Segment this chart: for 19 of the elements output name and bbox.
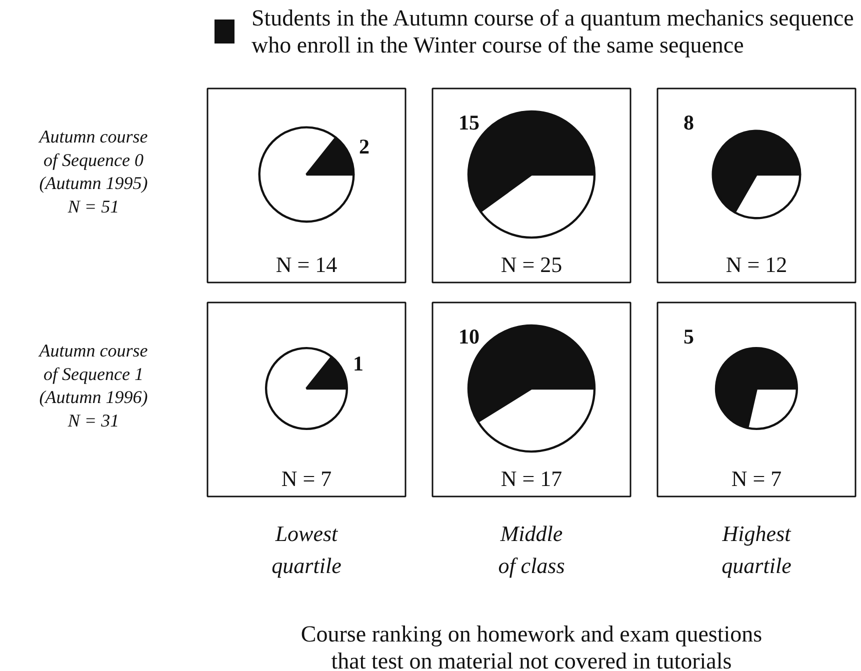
- data-label: 2: [359, 134, 370, 159]
- data-label: 15: [458, 110, 480, 134]
- text: Lowest quartile: [272, 521, 342, 578]
- data-label: 8: [684, 110, 694, 134]
- text: Autumn course of Sequence 0 (Autumn 1995) N = 51: [38, 126, 148, 217]
- data-label: 10: [458, 324, 480, 348]
- text: N = 7: [281, 466, 332, 491]
- text: Highest quartile: [721, 521, 792, 578]
- text: N = 7: [731, 466, 782, 491]
- text: Course ranking on homework and exam questions that test on material not covered in tutorials: [300, 622, 762, 671]
- text: N = 25: [500, 252, 562, 277]
- data-label: 5: [684, 324, 694, 348]
- data-label: 1: [352, 352, 364, 376]
- legend-label: Students in the Autumn course of a quantum mechanics sequence who enroll in the Winter course of the same sequence: [252, 6, 854, 58]
- text: N = 14: [276, 252, 338, 277]
- text: N = 12: [726, 252, 788, 277]
- text: Autumn course of Sequence 1 (Autumn 1996) N = 31: [38, 340, 148, 431]
- text: N = 17: [500, 466, 562, 491]
- text: Middle of class: [498, 521, 565, 578]
